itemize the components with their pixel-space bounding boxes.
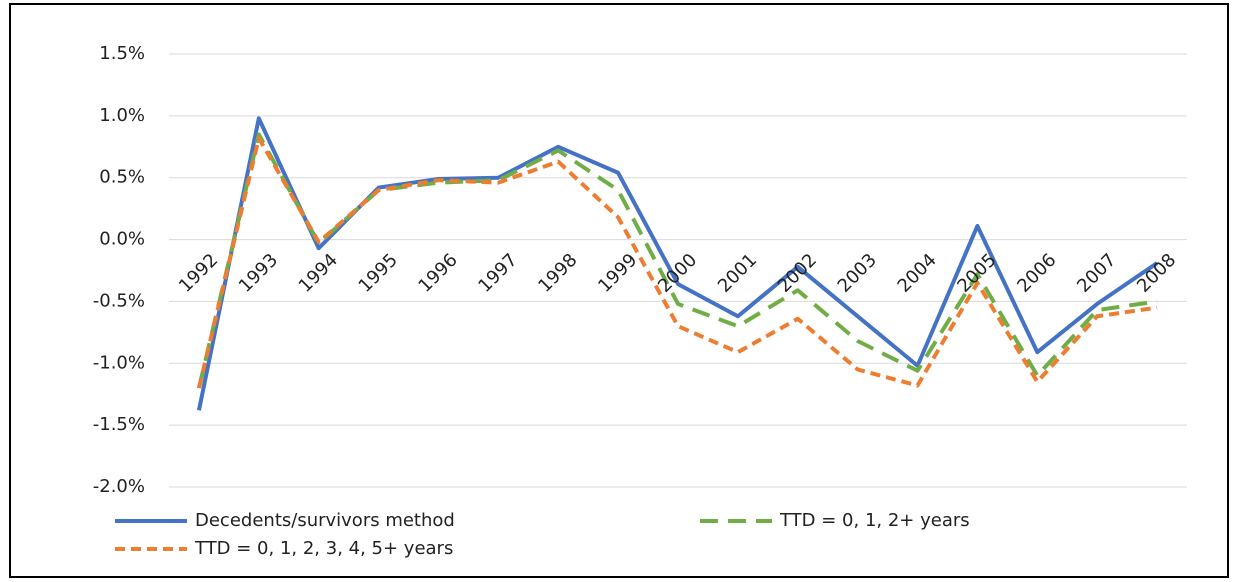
x-tick-label: 1992 [175, 250, 222, 297]
chart-border [9, 3, 1229, 578]
x-tick-label: 2001 [714, 250, 761, 297]
grid [169, 53, 1187, 488]
x-tick-label: 1996 [414, 250, 461, 297]
legend-label: TTD = 0, 1, 2+ years [779, 510, 970, 531]
x-tick-label: 2007 [1073, 250, 1120, 297]
y-tick-label: -0.5% [93, 290, 145, 311]
legend-label: Decedents/survivors method [195, 510, 455, 531]
x-tick-label: 2006 [1013, 250, 1060, 297]
x-tick-label: 1995 [355, 250, 402, 297]
y-tick-label: -1.5% [93, 414, 145, 435]
x-tick-label: 1994 [295, 250, 342, 297]
lines [196, 116, 1159, 411]
y-tick-label: 0.5% [99, 167, 145, 188]
x-tick-label: 2003 [834, 250, 881, 297]
x-tick-label: 2004 [894, 250, 941, 297]
x-tick-label: 1997 [474, 250, 521, 297]
legend-label: TTD = 0, 1, 2, 3, 4, 5+ years [194, 538, 453, 559]
x-tick-label: 1998 [534, 250, 581, 297]
y-tick-label: 1.0% [99, 105, 145, 126]
y-tick-label: -1.0% [93, 352, 145, 373]
series-line [196, 116, 1159, 411]
series-line [196, 132, 1158, 389]
y-tick-label: 0.0% [99, 229, 145, 250]
y-tick-label: 1.5% [99, 43, 145, 64]
y-tick-label: -2.0% [93, 476, 145, 497]
x-tick-label: 1999 [594, 250, 641, 297]
x-tick-label: 1993 [235, 250, 282, 297]
